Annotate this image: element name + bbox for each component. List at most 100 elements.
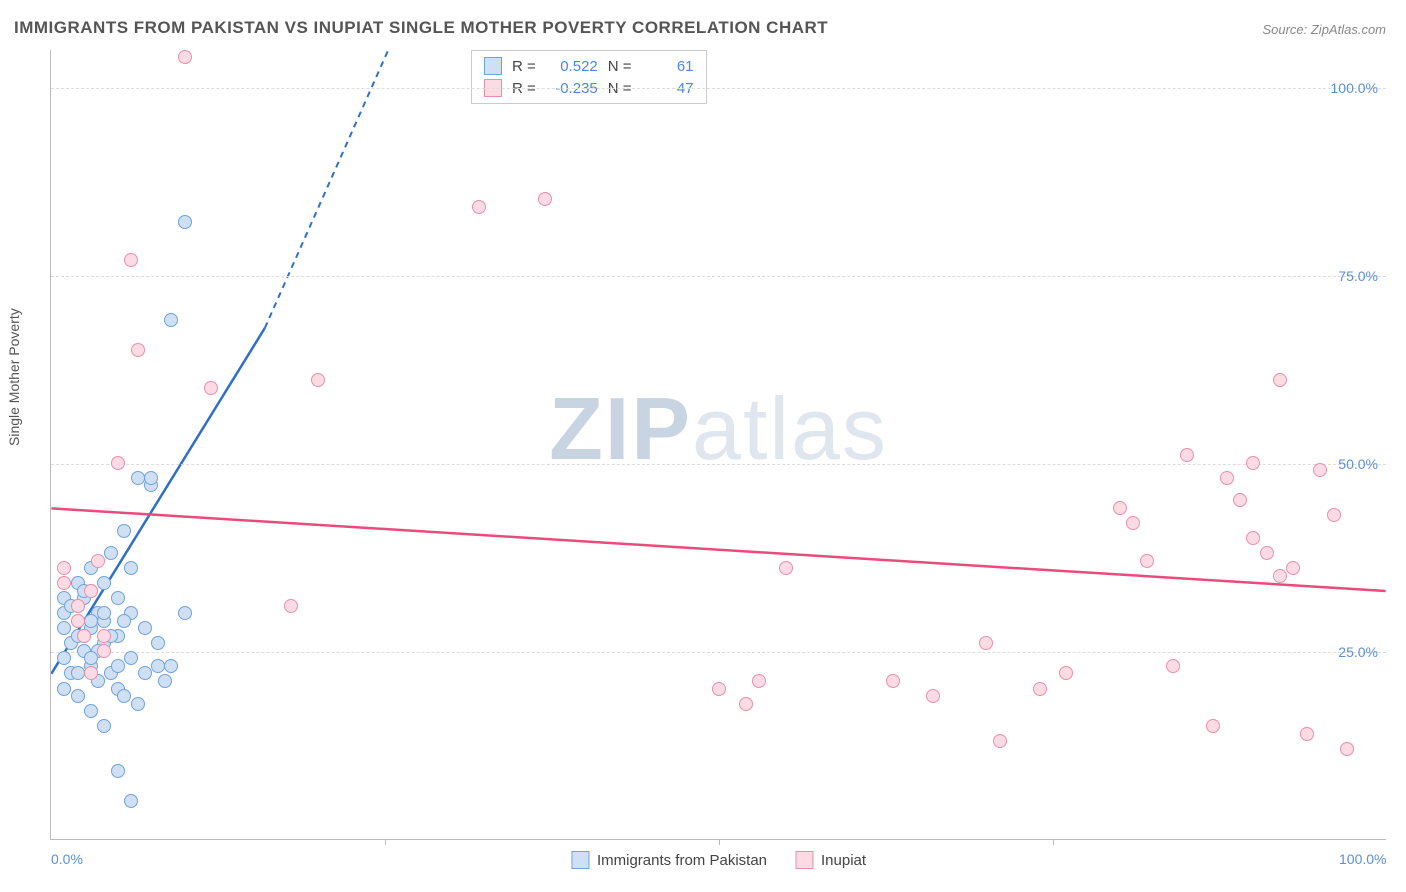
- data-point: [1113, 501, 1127, 515]
- data-point: [1313, 463, 1327, 477]
- data-point: [178, 606, 192, 620]
- data-point: [111, 764, 125, 778]
- data-point: [712, 682, 726, 696]
- y-tick-label: 25.0%: [1338, 644, 1378, 660]
- data-point: [284, 599, 298, 613]
- data-point: [204, 381, 218, 395]
- data-point: [97, 719, 111, 733]
- legend-label-1: Inupiat: [821, 852, 866, 869]
- data-point: [57, 682, 71, 696]
- y-tick-label: 100.0%: [1331, 80, 1378, 96]
- data-point: [1246, 531, 1260, 545]
- data-point: [104, 546, 118, 560]
- data-point: [117, 614, 131, 628]
- data-point: [117, 689, 131, 703]
- r-label: R =: [512, 58, 536, 75]
- data-point: [151, 659, 165, 673]
- data-point: [1166, 659, 1180, 673]
- data-point: [1180, 448, 1194, 462]
- legend-item-0: Immigrants from Pakistan: [571, 851, 767, 869]
- legend-swatch-1: [795, 851, 813, 869]
- data-point: [1260, 546, 1274, 560]
- data-point: [84, 584, 98, 598]
- data-point: [164, 313, 178, 327]
- r-value-0: 0.522: [546, 58, 598, 75]
- data-point: [1059, 666, 1073, 680]
- y-tick-label: 75.0%: [1338, 268, 1378, 284]
- data-point: [1286, 561, 1300, 575]
- data-point: [1246, 456, 1260, 470]
- data-point: [178, 215, 192, 229]
- data-point: [131, 343, 145, 357]
- data-point: [84, 651, 98, 665]
- data-point: [1340, 742, 1354, 756]
- y-axis-title: Single Mother Poverty: [6, 308, 22, 446]
- data-point: [111, 591, 125, 605]
- data-point: [111, 659, 125, 673]
- data-point: [71, 689, 85, 703]
- data-point: [131, 471, 145, 485]
- legend-label-0: Immigrants from Pakistan: [597, 852, 767, 869]
- data-point: [752, 674, 766, 688]
- data-point: [97, 606, 111, 620]
- data-point: [124, 651, 138, 665]
- source-label: Source: ZipAtlas.com: [1262, 22, 1386, 37]
- gridline: [51, 276, 1386, 277]
- data-point: [57, 576, 71, 590]
- x-tick-label: 0.0%: [51, 851, 83, 867]
- data-point: [71, 614, 85, 628]
- x-tick: [385, 839, 386, 845]
- data-point: [84, 704, 98, 718]
- chart-title: IMMIGRANTS FROM PAKISTAN VS INUPIAT SING…: [14, 18, 828, 38]
- data-point: [779, 561, 793, 575]
- data-point: [57, 561, 71, 575]
- n-label: N =: [608, 58, 632, 75]
- stats-row-0: R = 0.522 N = 61: [484, 55, 694, 77]
- data-point: [739, 697, 753, 711]
- data-point: [124, 561, 138, 575]
- bottom-legend: Immigrants from Pakistan Inupiat: [571, 851, 866, 869]
- data-point: [97, 629, 111, 643]
- stats-legend: R = 0.522 N = 61 R = -0.235 N = 47: [471, 50, 707, 104]
- data-point: [57, 621, 71, 635]
- data-point: [111, 456, 125, 470]
- data-point: [538, 192, 552, 206]
- data-point: [158, 674, 172, 688]
- x-tick: [719, 839, 720, 845]
- data-point: [71, 599, 85, 613]
- data-point: [311, 373, 325, 387]
- n-value-0: 61: [642, 58, 694, 75]
- trendlines-layer: [51, 50, 1386, 839]
- legend-swatch-0: [571, 851, 589, 869]
- data-point: [1140, 554, 1154, 568]
- data-point: [1273, 569, 1287, 583]
- data-point: [71, 666, 85, 680]
- data-point: [164, 659, 178, 673]
- data-point: [124, 253, 138, 267]
- data-point: [178, 50, 192, 64]
- x-tick-label: 100.0%: [1339, 851, 1386, 867]
- data-point: [1220, 471, 1234, 485]
- data-point: [1300, 727, 1314, 741]
- data-point: [1126, 516, 1140, 530]
- data-point: [979, 636, 993, 650]
- data-point: [138, 621, 152, 635]
- data-point: [886, 674, 900, 688]
- data-point: [993, 734, 1007, 748]
- data-point: [124, 794, 138, 808]
- legend-item-1: Inupiat: [795, 851, 866, 869]
- gridline: [51, 88, 1386, 89]
- swatch-series-0: [484, 57, 502, 75]
- data-point: [1233, 493, 1247, 507]
- data-point: [1273, 373, 1287, 387]
- y-tick-label: 50.0%: [1338, 456, 1378, 472]
- data-point: [1033, 682, 1047, 696]
- data-point: [117, 524, 131, 538]
- data-point: [1206, 719, 1220, 733]
- data-point: [77, 629, 91, 643]
- plot-area: ZIPatlas R = 0.522 N = 61 R = -0.235 N =…: [50, 50, 1386, 840]
- data-point: [472, 200, 486, 214]
- gridline: [51, 652, 1386, 653]
- data-point: [138, 666, 152, 680]
- data-point: [91, 554, 105, 568]
